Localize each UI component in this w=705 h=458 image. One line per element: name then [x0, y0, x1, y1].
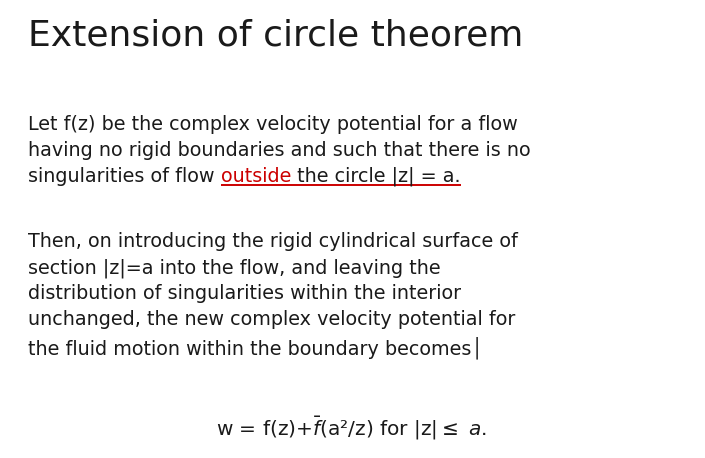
Text: distribution of singularities within the interior: distribution of singularities within the…: [28, 284, 461, 303]
Text: section |z|=a into the flow, and leaving the: section |z|=a into the flow, and leaving…: [28, 258, 441, 278]
Text: outside: outside: [221, 167, 291, 186]
Text: Then, on introducing the rigid cylindrical surface of: Then, on introducing the rigid cylindric…: [28, 232, 518, 251]
Text: unchanged, the new complex velocity potential for: unchanged, the new complex velocity pote…: [28, 310, 515, 329]
Text: Extension of circle theorem: Extension of circle theorem: [28, 18, 523, 52]
Text: the circle |z| = a.: the circle |z| = a.: [291, 167, 460, 186]
Text: the fluid motion within the boundary becomes│: the fluid motion within the boundary bec…: [28, 336, 483, 359]
Text: Let f(z) be the complex velocity potential for a flow: Let f(z) be the complex velocity potenti…: [28, 115, 517, 134]
Text: having no rigid boundaries and such that there is no: having no rigid boundaries and such that…: [28, 141, 531, 160]
Text: w = f(z)+$\bar{f}$(a²/z) for |z|$\leq$ $a$.: w = f(z)+$\bar{f}$(a²/z) for |z|$\leq$ $…: [216, 415, 488, 442]
Text: singularities of flow: singularities of flow: [28, 167, 221, 186]
